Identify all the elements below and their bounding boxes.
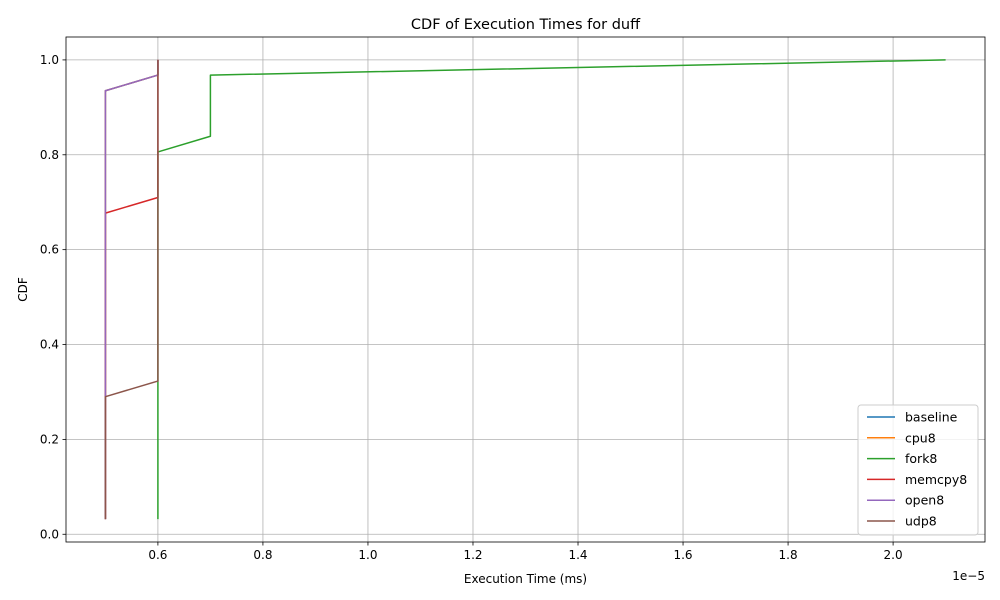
- x-tick-label: 1.6: [673, 548, 692, 562]
- legend-label-memcpy8: memcpy8: [905, 472, 967, 487]
- y-tick-label: 0.4: [40, 338, 59, 352]
- x-tick-label: 2.0: [884, 548, 903, 562]
- series-lines: [104, 59, 946, 520]
- chart-title: CDF of Execution Times for duff: [411, 17, 641, 33]
- x-tick-label: 1.8: [779, 548, 798, 562]
- x-axis-ticks: 0.6 0.8 1.0 1.2 1.4 1.6 1.8 2.0: [148, 542, 903, 562]
- x-tick-label: 1.0: [358, 548, 377, 562]
- legend-label-cpu8: cpu8: [905, 430, 936, 445]
- y-tick-label: 0.2: [40, 432, 59, 446]
- legend-label-baseline: baseline: [905, 410, 958, 425]
- x-tick-label: 1.4: [568, 548, 587, 562]
- legend-label-udp8: udp8: [905, 514, 937, 529]
- grid: [66, 37, 985, 542]
- x-tick-label: 0.6: [148, 548, 167, 562]
- series-line-udp8: [104, 59, 159, 520]
- x-axis-offset-label: 1e−5: [952, 569, 985, 583]
- y-tick-label: 1.0: [40, 53, 59, 67]
- x-axis-label: Execution Time (ms): [464, 572, 587, 586]
- legend-label-fork8: fork8: [905, 451, 937, 466]
- y-tick-label: 0.0: [40, 527, 59, 541]
- y-axis-label: CDF: [16, 277, 30, 302]
- plot-area: [66, 37, 985, 542]
- plot-frame: [65, 36, 986, 543]
- legend-label-open8: open8: [905, 493, 944, 508]
- x-tick-label: 1.2: [463, 548, 482, 562]
- y-axis-ticks: 0.0 0.2 0.4 0.6 0.8 1.0: [40, 53, 66, 541]
- x-tick-label: 0.8: [253, 548, 272, 562]
- y-tick-label: 0.6: [40, 243, 59, 257]
- y-tick-label: 0.8: [40, 148, 59, 162]
- legend: baseline cpu8 fork8 memcpy8 open8 udp8: [857, 404, 979, 536]
